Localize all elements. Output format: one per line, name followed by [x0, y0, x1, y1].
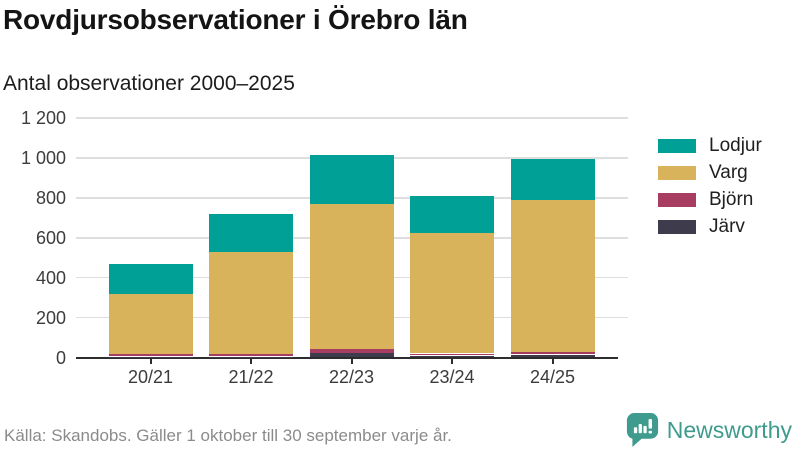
bar-segment-23-24-varg [410, 232, 494, 354]
x-axis-tick [149, 359, 152, 364]
y-axis-tick-label: 0 [55, 347, 66, 368]
x-axis-category-label: 20/21 [127, 367, 174, 387]
legend-swatch [658, 138, 696, 153]
y-axis-tick-label: 400 [35, 267, 66, 288]
bar-segment-20-21-björn [108, 353, 193, 357]
legend-label: Varg [709, 162, 748, 183]
bar-segment-24-25-varg [510, 199, 595, 352]
bar-segment-20-21-järv [108, 356, 193, 358]
y-axis-tick-label: 800 [35, 187, 66, 208]
x-axis-tick [350, 359, 353, 364]
legend-label: Björn [709, 189, 754, 210]
bar-segment-22-23-lodjur [309, 154, 394, 204]
legend-swatch [658, 192, 696, 207]
bar-segment-24-25-järv [510, 354, 595, 358]
bar-segment-22-23-björn [309, 348, 394, 353]
x-axis-tick [451, 359, 453, 364]
bar-segment-20-21-lodjur [108, 263, 193, 294]
bar-segment-24-25-lodjur [510, 158, 595, 200]
x-axis-tick [551, 359, 554, 364]
y-axis-tick-label: 600 [35, 227, 66, 248]
bar-segment-22-23-varg [309, 203, 394, 349]
legend-label: Järv [709, 216, 745, 237]
x-axis-category-label: 22/23 [328, 367, 375, 387]
legend-swatch [658, 219, 696, 234]
x-axis-category-label: 24/25 [529, 367, 576, 387]
bar-segment-21-22-varg [209, 251, 293, 354]
newsworthy-wordmark: Newsworthy [666, 416, 792, 443]
x-axis-category-label: 23/24 [429, 367, 475, 387]
bar-segment-21-22-järv [209, 356, 293, 358]
bar-segment-21-22-lodjur [209, 213, 293, 252]
legend-item-björn: Björn [658, 189, 762, 210]
bar-segment-22-23-järv [309, 352, 394, 358]
newsworthy-logo[interactable]: Newsworthy [626, 412, 792, 448]
legend-item-järv: Järv [658, 216, 762, 237]
chart-subtitle: Antal observationer 2000–2025 [3, 72, 295, 95]
gridline-1200 [76, 117, 628, 119]
x-axis-tick [250, 359, 252, 364]
bar-segment-24-25-björn [510, 351, 595, 355]
y-axis-tick-label: 1 200 [20, 108, 66, 128]
source-note: Källa: Skandobs. Gäller 1 oktober till 3… [4, 426, 452, 445]
bar-segment-20-21-varg [108, 293, 193, 354]
legend-item-varg: Varg [658, 162, 762, 183]
bar-segment-23-24-björn [410, 353, 494, 356]
legend-label: Lodjur [709, 135, 762, 156]
legend: Lodjur Varg Björn Järv [658, 135, 762, 243]
bar-segment-23-24-järv [410, 355, 494, 358]
legend-item-lodjur: Lodjur [658, 135, 762, 156]
x-axis-category-label: 21/22 [228, 367, 274, 387]
bar-segment-21-22-björn [209, 353, 293, 357]
x-axis-line [76, 356, 618, 359]
legend-swatch [658, 165, 696, 180]
bar-segment-23-24-lodjur [410, 195, 494, 233]
y-axis-tick-label: 1 000 [20, 147, 66, 168]
chart-title: Rovdjursobservationer i Örebro län [3, 4, 468, 35]
newsworthy-chart-bubble-icon [626, 413, 658, 447]
y-axis-tick-label: 200 [35, 307, 66, 328]
